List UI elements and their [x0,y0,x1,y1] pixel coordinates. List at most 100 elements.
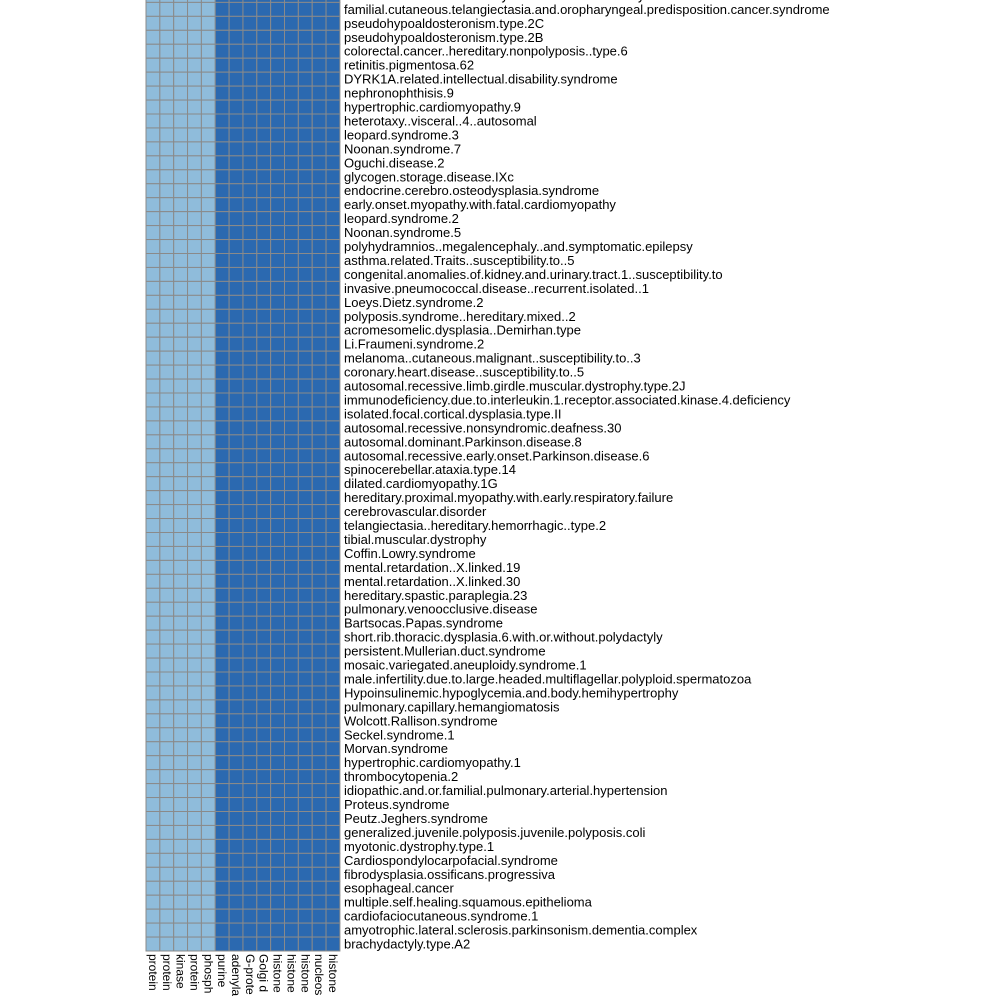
heatmap-cell [174,281,188,295]
heatmap-cell [146,909,160,923]
heatmap-cell [243,198,257,212]
heatmap-cell [326,672,340,686]
heatmap-cell [160,309,174,323]
heatmap-cell [146,519,160,533]
heatmap-cell [146,658,160,672]
heatmap-cell [285,212,299,226]
heatmap-cell [243,156,257,170]
heatmap-cell [271,672,285,686]
heatmap-cell [298,867,312,881]
heatmap-cell [243,309,257,323]
heatmap-cell [215,142,229,156]
row-label: leopard.syndrome.2 [344,211,459,226]
heatmap-cell [326,895,340,909]
heatmap-cell [201,839,215,853]
heatmap-cell [201,379,215,393]
heatmap-cell [215,630,229,644]
heatmap-cell [215,156,229,170]
heatmap-cell [271,156,285,170]
heatmap-cell [160,449,174,463]
heatmap-cell [312,546,326,560]
heatmap-cell [312,365,326,379]
heatmap-cell [229,505,243,519]
heatmap-cell [243,351,257,365]
heatmap-cell [285,588,299,602]
heatmap-cell [174,254,188,268]
heatmap-cell [271,100,285,114]
heatmap-cell [285,156,299,170]
heatmap-cell [160,2,174,16]
heatmap-cell [146,226,160,240]
heatmap-cell [243,574,257,588]
heatmap-cell [298,505,312,519]
heatmap-cell [326,728,340,742]
heatmap-cell [326,588,340,602]
heatmap-cell [285,407,299,421]
heatmap-cell [326,198,340,212]
heatmap-cell [215,909,229,923]
heatmap-cell [201,519,215,533]
heatmap-cell [201,644,215,658]
heatmap-cell [257,240,271,254]
row-label: generalized.juvenile.polyposis.juvenile.… [344,825,645,840]
heatmap-cell [285,853,299,867]
row-label: esophageal.cancer [344,881,455,896]
heatmap-cell [312,756,326,770]
heatmap-cell [229,937,243,951]
heatmap-cell [326,393,340,407]
heatmap-cell [201,658,215,672]
heatmap-cell [201,574,215,588]
heatmap-cell [243,323,257,337]
heatmap-cell [215,393,229,407]
heatmap-cell [146,30,160,44]
heatmap-cell [298,630,312,644]
heatmap-cell [229,784,243,798]
heatmap-cell [257,16,271,30]
heatmap-cell [188,30,202,44]
heatmap-cell [215,658,229,672]
heatmap-cell [298,756,312,770]
heatmap-cell [174,170,188,184]
heatmap-cell [188,533,202,547]
heatmap-cell [160,128,174,142]
heatmap-cell [160,533,174,547]
heatmap-cell [146,839,160,853]
heatmap-cell [174,435,188,449]
heatmap-cell [326,267,340,281]
heatmap-cell [243,505,257,519]
row-label: Seckel.syndrome.1 [344,727,455,742]
heatmap-cell [188,560,202,574]
heatmap-cell [326,546,340,560]
heatmap-cell [312,226,326,240]
heatmap-cell [174,700,188,714]
heatmap-cell [298,212,312,226]
heatmap-cell [146,58,160,72]
heatmap-cell [146,867,160,881]
heatmap-cell [160,574,174,588]
heatmap-cell [243,240,257,254]
heatmap-cell [229,533,243,547]
heatmap-cell [215,449,229,463]
heatmap-cell [243,519,257,533]
heatmap-cell [298,770,312,784]
heatmap-cell [201,295,215,309]
heatmap-cell [326,714,340,728]
heatmap-cell [160,421,174,435]
heatmap-cell [271,170,285,184]
heatmap-cell [312,295,326,309]
heatmap-cell [174,184,188,198]
heatmap-cell [326,72,340,86]
heatmap-cell [215,881,229,895]
heatmap-cell [215,226,229,240]
heatmap-cell [257,588,271,602]
heatmap-cell [271,226,285,240]
heatmap-cell [312,421,326,435]
heatmap-cell [160,240,174,254]
heatmap-cell [160,658,174,672]
heatmap-cell [174,44,188,58]
heatmap-cell [271,616,285,630]
heatmap-cell [174,881,188,895]
heatmap-cell [201,700,215,714]
heatmap-cell [229,588,243,602]
heatmap-cell [229,742,243,756]
